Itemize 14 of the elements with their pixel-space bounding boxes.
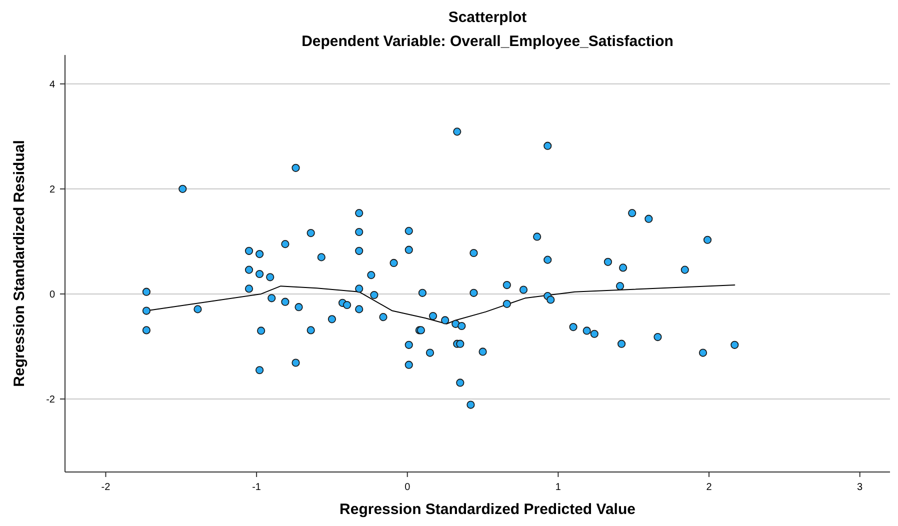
x-tick-label: 3 <box>857 482 864 493</box>
x-tick-label: 2 <box>706 482 712 493</box>
y-tick-label: 2 <box>49 184 56 196</box>
y-tick-label: 4 <box>49 79 56 90</box>
chart-subtitle: Dependent Variable: Overall_Employee_Satisfaction <box>302 33 674 50</box>
x-tick-label: -1 <box>252 482 262 493</box>
x-axis-title: Regression Standardized Predicted Value <box>340 501 636 518</box>
x-tick-label: -2 <box>101 482 111 493</box>
y-axis-title: Regression Standardized Residual <box>11 140 28 387</box>
chart-title: Scatterplot <box>448 9 527 26</box>
x-tick-label: 0 <box>404 482 411 493</box>
y-tick-label: 0 <box>49 289 56 300</box>
y-tick-label: -2 <box>46 394 56 406</box>
x-tick-label: 1 <box>555 482 562 493</box>
